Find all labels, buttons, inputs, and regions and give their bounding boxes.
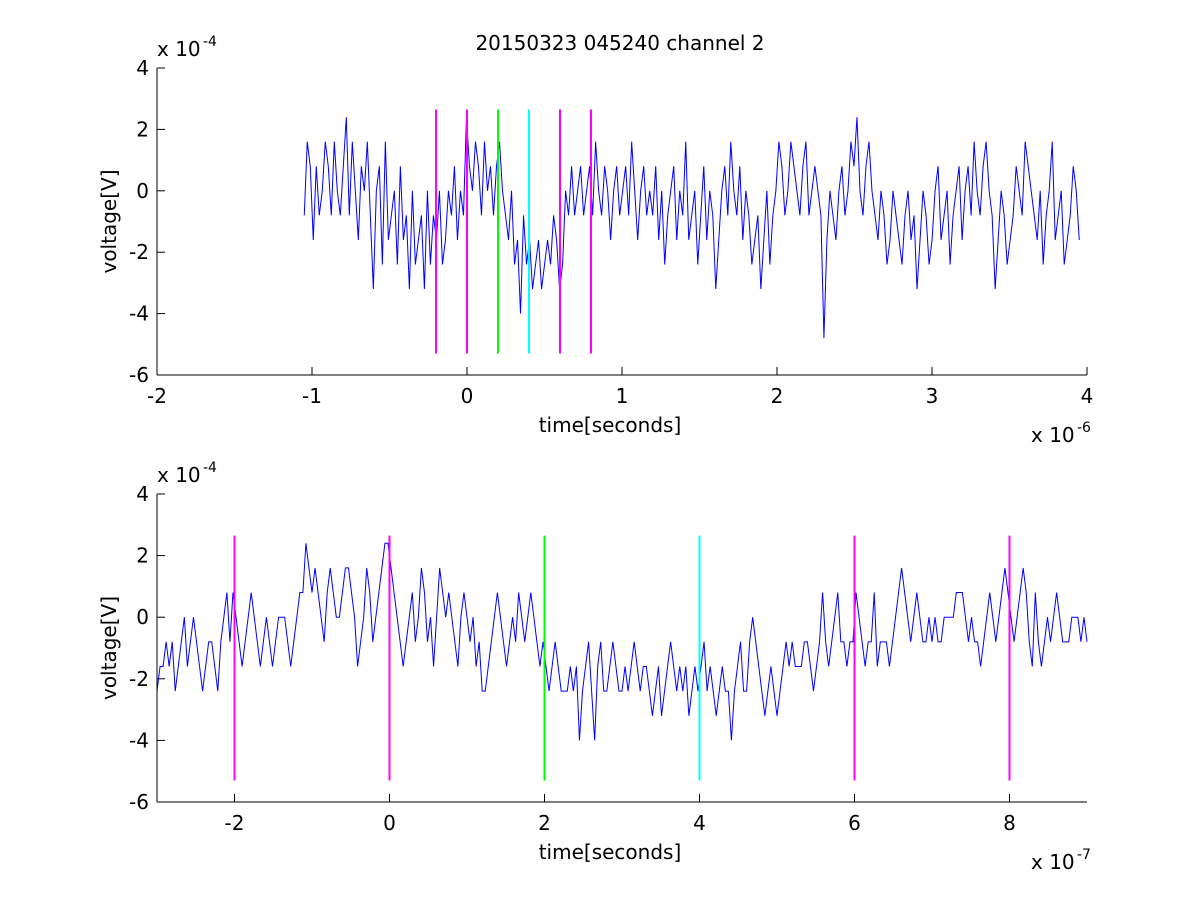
y-tick-label: -2 (129, 240, 149, 264)
y-tick-label: 0 (136, 605, 149, 629)
y-exponent-label: x 10 (157, 463, 201, 487)
x-tick-label: -1 (302, 384, 322, 408)
y-exponent-value: -4 (203, 460, 217, 476)
x-exponent-value: -6 (1077, 420, 1091, 436)
bottom-panel: -2 0 2 4 6 8 -6 -4 -2 0 2 4 time[seconds] voltage[V] x… (97, 460, 1091, 874)
y-exponent-value: -4 (203, 34, 217, 50)
y-tick-label: -6 (129, 790, 149, 814)
y-tick-label: 2 (136, 117, 149, 141)
y-axis-label: voltage[V] (97, 596, 121, 700)
x-exponent-label: x 10 (1031, 423, 1075, 447)
y-tick-label: 4 (136, 482, 149, 506)
signal-series-line (156, 542, 1088, 741)
y-tick-label: -2 (129, 667, 149, 691)
x-tick-label: 1 (616, 384, 629, 408)
x-tick-label: 4 (693, 811, 706, 835)
x-exponent-label: x 10 (1031, 850, 1075, 874)
y-tick-label: 4 (136, 56, 149, 80)
y-tick-label: 0 (136, 179, 149, 203)
x-tick-label: 4 (1081, 384, 1094, 408)
y-tick-label: -6 (129, 363, 149, 387)
x-tick-label: -2 (225, 811, 245, 835)
x-tick-label: 0 (383, 811, 396, 835)
y-axis-label: voltage[V] (97, 169, 121, 273)
x-tick-label: 3 (926, 384, 939, 408)
x-tick-label: 0 (461, 384, 474, 408)
x-tick-label: 6 (848, 811, 861, 835)
y-tick-label: 2 (136, 544, 149, 568)
y-tick-label: -4 (129, 728, 149, 752)
y-exponent-label: x 10 (157, 37, 201, 61)
x-tick-label: -2 (147, 384, 167, 408)
x-axis-label: time[seconds] (539, 840, 682, 864)
x-tick-label: 2 (538, 811, 551, 835)
figure-title: 20150323 045240 channel 2 (475, 31, 764, 55)
x-tick-label: 2 (771, 384, 784, 408)
x-tick-label: 8 (1003, 811, 1016, 835)
top-panel: -2 -1 0 1 2 3 4 -6 -4 -2 0 2 4 time[seconds] voltage[V… (97, 34, 1093, 447)
x-axis-label: time[seconds] (539, 413, 682, 437)
x-exponent-value: -7 (1077, 847, 1091, 863)
signal-series-line (303, 117, 1080, 339)
y-tick-label: -4 (129, 302, 149, 326)
